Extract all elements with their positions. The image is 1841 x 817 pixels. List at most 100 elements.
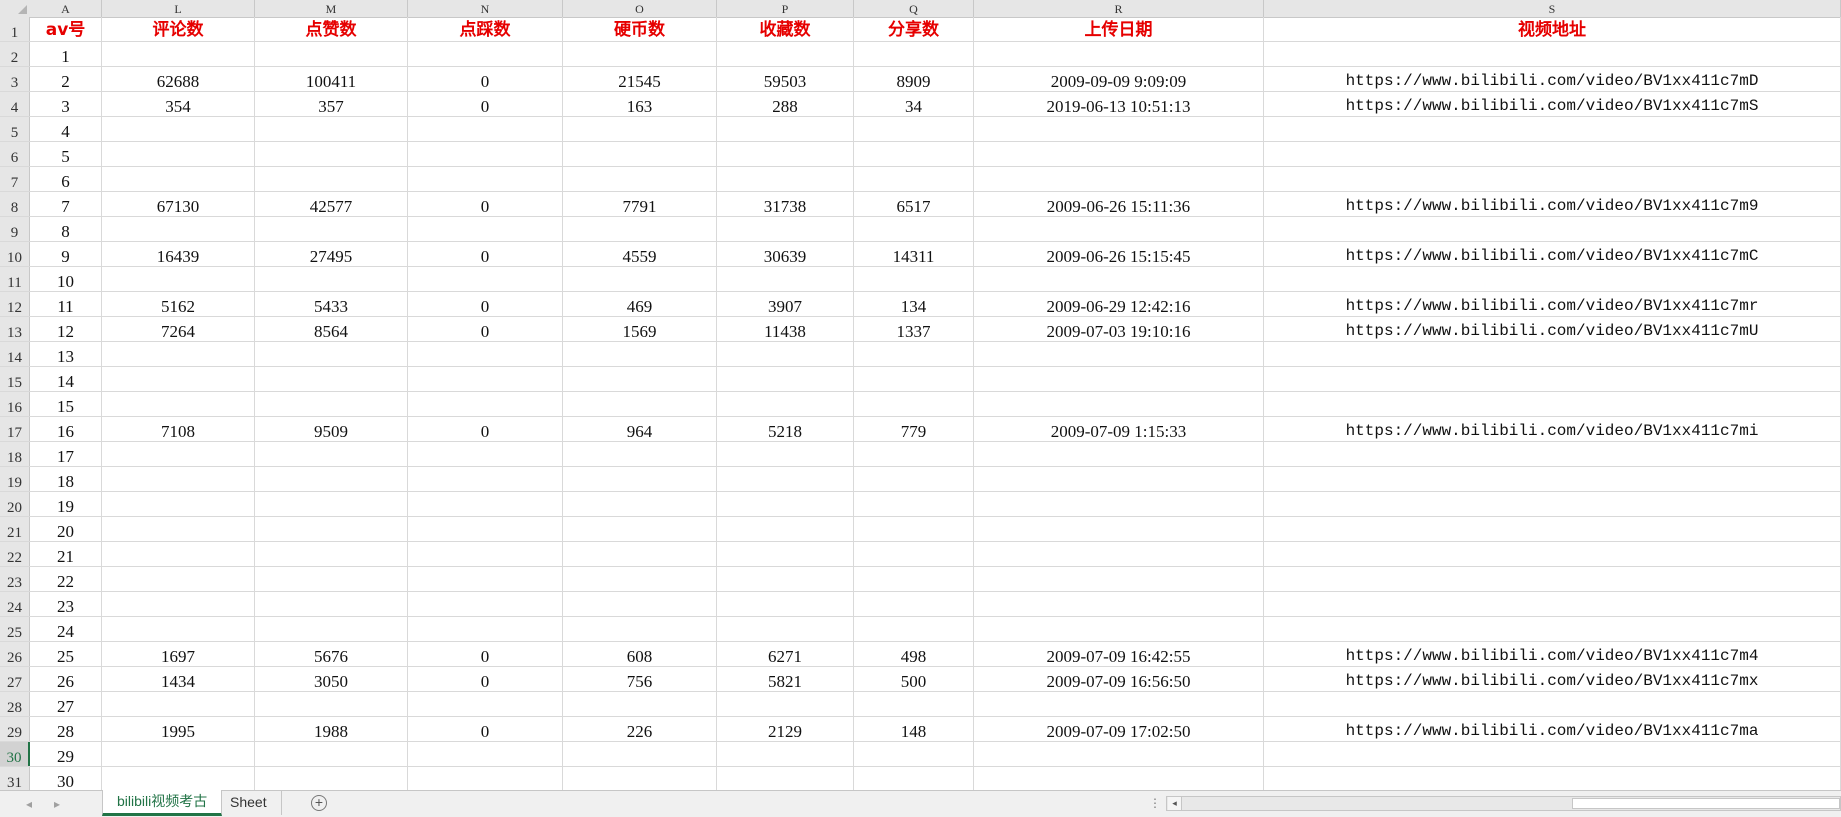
table-cell[interactable] — [974, 442, 1264, 466]
column-title-cell[interactable]: 收藏数 — [717, 17, 854, 41]
table-cell[interactable] — [717, 267, 854, 291]
table-cell[interactable] — [408, 442, 563, 466]
table-cell[interactable] — [255, 467, 408, 491]
table-cell[interactable]: 2009-07-09 16:56:50 — [974, 667, 1264, 691]
table-cell[interactable] — [563, 442, 717, 466]
table-cell[interactable]: 2009-07-09 1:15:33 — [974, 417, 1264, 441]
table-cell[interactable] — [974, 592, 1264, 616]
table-cell[interactable] — [974, 767, 1264, 790]
column-title-cell[interactable]: 分享数 — [854, 17, 974, 41]
table-cell[interactable] — [408, 617, 563, 641]
table-cell[interactable] — [1264, 442, 1841, 466]
table-cell[interactable]: 1 — [30, 42, 102, 66]
table-cell[interactable] — [974, 742, 1264, 766]
table-cell[interactable] — [1264, 767, 1841, 790]
table-cell[interactable]: 34 — [854, 92, 974, 116]
table-cell[interactable]: 7791 — [563, 192, 717, 216]
column-header[interactable]: S — [1264, 0, 1841, 17]
table-cell[interactable]: https://www.bilibili.com/video/BV1xx411c… — [1264, 292, 1841, 316]
column-header[interactable]: R — [974, 0, 1264, 17]
table-cell[interactable]: 498 — [854, 642, 974, 666]
table-cell[interactable] — [102, 617, 255, 641]
table-cell[interactable] — [563, 467, 717, 491]
table-cell[interactable] — [1264, 567, 1841, 591]
table-cell[interactable]: 100411 — [255, 67, 408, 91]
table-cell[interactable]: 5676 — [255, 642, 408, 666]
table-cell[interactable]: 30639 — [717, 242, 854, 266]
row-number[interactable]: 10 — [0, 242, 30, 266]
table-cell[interactable] — [854, 342, 974, 366]
table-cell[interactable]: 357 — [255, 92, 408, 116]
table-cell[interactable] — [563, 567, 717, 591]
table-cell[interactable]: 8909 — [854, 67, 974, 91]
table-cell[interactable] — [102, 692, 255, 716]
table-cell[interactable]: 6 — [30, 167, 102, 191]
table-cell[interactable] — [255, 442, 408, 466]
table-cell[interactable] — [717, 742, 854, 766]
table-cell[interactable] — [854, 542, 974, 566]
table-cell[interactable]: 1995 — [102, 717, 255, 741]
table-cell[interactable] — [974, 117, 1264, 141]
row-number[interactable]: 30 — [0, 742, 30, 766]
table-cell[interactable] — [408, 742, 563, 766]
table-cell[interactable] — [102, 742, 255, 766]
table-cell[interactable]: 16 — [30, 417, 102, 441]
row-number[interactable]: 16 — [0, 392, 30, 416]
table-cell[interactable] — [255, 692, 408, 716]
table-cell[interactable] — [1264, 367, 1841, 391]
row-number[interactable]: 21 — [0, 517, 30, 541]
table-cell[interactable] — [854, 467, 974, 491]
table-cell[interactable] — [102, 592, 255, 616]
select-all-corner[interactable] — [0, 0, 30, 17]
column-header[interactable]: L — [102, 0, 255, 17]
table-cell[interactable] — [255, 492, 408, 516]
table-cell[interactable] — [102, 267, 255, 291]
table-cell[interactable]: 608 — [563, 642, 717, 666]
table-cell[interactable]: 10 — [30, 267, 102, 291]
table-cell[interactable] — [255, 742, 408, 766]
table-cell[interactable] — [563, 692, 717, 716]
table-cell[interactable] — [102, 517, 255, 541]
row-number[interactable]: 24 — [0, 592, 30, 616]
table-cell[interactable] — [1264, 342, 1841, 366]
table-cell[interactable] — [408, 117, 563, 141]
table-cell[interactable] — [563, 367, 717, 391]
table-cell[interactable]: 2009-06-26 15:11:36 — [974, 192, 1264, 216]
table-cell[interactable]: 1697 — [102, 642, 255, 666]
column-title-cell[interactable]: av号 — [30, 17, 102, 41]
table-cell[interactable] — [102, 567, 255, 591]
table-cell[interactable] — [102, 42, 255, 66]
column-title-cell[interactable]: 硬币数 — [563, 17, 717, 41]
table-cell[interactable] — [408, 342, 563, 366]
table-cell[interactable] — [563, 742, 717, 766]
table-cell[interactable] — [408, 467, 563, 491]
table-cell[interactable]: https://www.bilibili.com/video/BV1xx411c… — [1264, 417, 1841, 441]
table-cell[interactable]: 6517 — [854, 192, 974, 216]
table-cell[interactable]: 5218 — [717, 417, 854, 441]
table-cell[interactable] — [717, 492, 854, 516]
table-cell[interactable]: 0 — [408, 292, 563, 316]
row-number[interactable]: 15 — [0, 367, 30, 391]
table-cell[interactable] — [1264, 267, 1841, 291]
table-cell[interactable] — [102, 392, 255, 416]
table-cell[interactable] — [408, 42, 563, 66]
row-number[interactable]: 22 — [0, 542, 30, 566]
table-cell[interactable] — [563, 517, 717, 541]
table-cell[interactable]: 3 — [30, 92, 102, 116]
table-cell[interactable] — [717, 42, 854, 66]
table-cell[interactable] — [255, 342, 408, 366]
table-cell[interactable] — [102, 492, 255, 516]
table-cell[interactable] — [854, 167, 974, 191]
table-cell[interactable] — [854, 142, 974, 166]
row-number[interactable]: 1 — [0, 17, 30, 41]
column-header[interactable]: A — [30, 0, 102, 17]
table-cell[interactable]: 0 — [408, 92, 563, 116]
column-header[interactable]: M — [255, 0, 408, 17]
table-cell[interactable]: 21545 — [563, 67, 717, 91]
table-cell[interactable] — [854, 767, 974, 790]
column-header[interactable]: O — [563, 0, 717, 17]
table-cell[interactable] — [1264, 217, 1841, 241]
table-cell[interactable] — [854, 617, 974, 641]
table-cell[interactable] — [854, 592, 974, 616]
table-cell[interactable]: 2009-06-26 15:15:45 — [974, 242, 1264, 266]
